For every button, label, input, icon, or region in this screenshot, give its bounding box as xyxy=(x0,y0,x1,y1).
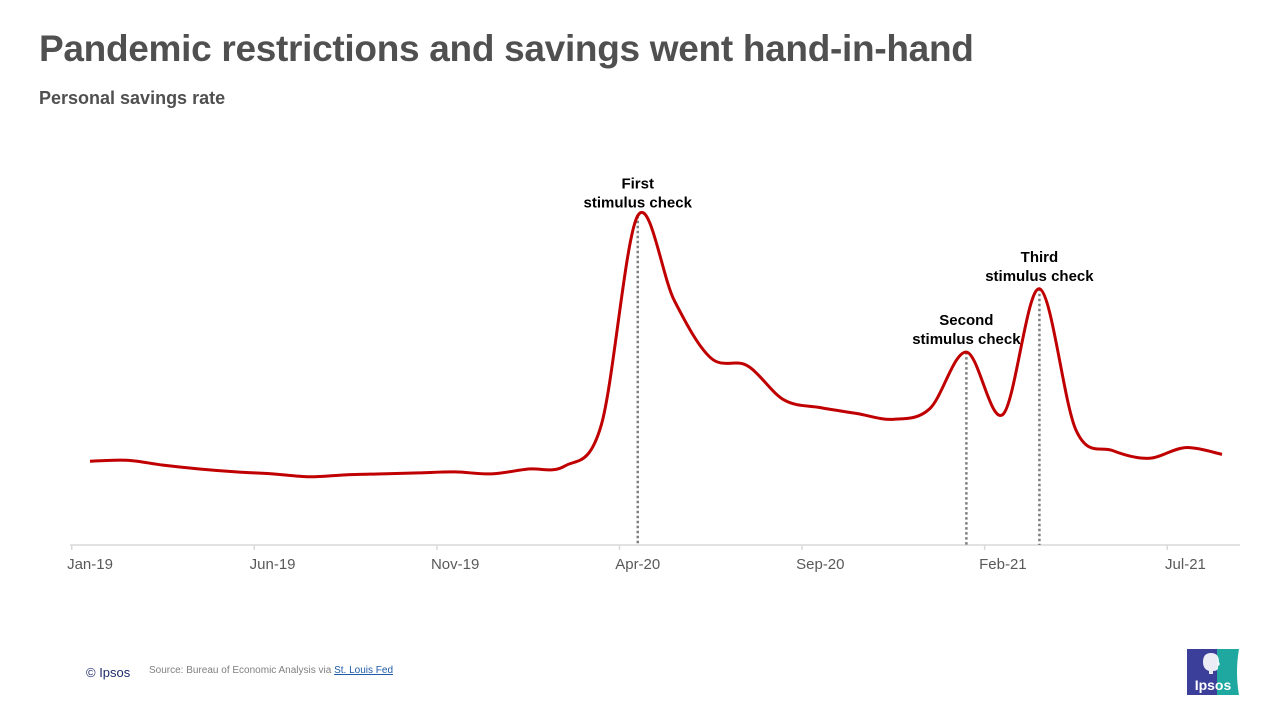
annotation-label: Second xyxy=(939,312,993,329)
data-point-jun-20 xyxy=(709,356,713,360)
x-tick-label: Jan-19 xyxy=(67,556,113,573)
page-title: Pandemic restrictions and savings went h… xyxy=(39,28,974,69)
data-point-oct-20 xyxy=(855,411,859,415)
savings-rate-series-line xyxy=(89,211,1223,479)
data-point-nov-19 xyxy=(453,470,457,474)
data-point-feb-21 xyxy=(1001,412,1005,416)
st-louis-fed-link[interactable]: St. Louis Fed xyxy=(334,665,394,676)
x-tick-label: Sep-20 xyxy=(796,556,844,573)
data-point-dec-20 xyxy=(928,407,932,411)
data-point-jun-19 xyxy=(271,472,275,476)
data-point-mar-19 xyxy=(161,463,165,467)
annotation-label: Third xyxy=(1021,249,1059,266)
data-point-jul-19 xyxy=(307,475,311,479)
svg-text:Ipsos: Ipsos xyxy=(1195,677,1232,693)
data-point-oct-19 xyxy=(417,471,421,475)
data-point-jan-21 xyxy=(964,350,968,354)
data-point-aug-19 xyxy=(344,473,348,477)
annotation-label: stimulus check xyxy=(985,268,1094,285)
data-point-feb-20 xyxy=(563,464,567,468)
data-point-apr-19 xyxy=(198,467,202,471)
annotation-label: stimulus check xyxy=(912,331,1021,348)
data-point-may-20 xyxy=(672,298,676,302)
x-tick-label: Feb-21 xyxy=(979,556,1027,573)
data-point-may-21 xyxy=(1110,448,1114,452)
x-tick-label: Nov-19 xyxy=(431,556,479,573)
data-point-dec-19 xyxy=(490,472,494,476)
data-point-apr-20 xyxy=(636,214,640,218)
data-point-jul-21 xyxy=(1183,446,1187,450)
annotation-label: First xyxy=(621,176,654,193)
source-note: Source: Bureau of Economic Analysis via … xyxy=(149,665,393,676)
source-text: Source: Bureau of Economic Analysis via xyxy=(149,665,335,676)
data-point-aug-21 xyxy=(1220,452,1224,456)
chart-subtitle: Personal savings rate xyxy=(39,88,226,108)
data-point-sep-20 xyxy=(818,406,822,410)
data-point-jan-19 xyxy=(88,459,92,463)
x-tick-label: Jul-21 xyxy=(1165,556,1206,573)
data-point-jun-21 xyxy=(1147,456,1151,460)
data-point-aug-20 xyxy=(782,398,786,402)
savings-rate-line-chart: Jan-19 Jun-19 Nov-19 Apr-20 Sep-20 Feb-21 Jul-… xyxy=(67,176,1240,573)
data-point-apr-21 xyxy=(1074,428,1078,432)
data-point-may-19 xyxy=(234,470,238,474)
ipsos-logo: Ipsos xyxy=(1187,649,1239,695)
data-point-jan-20 xyxy=(526,467,530,471)
data-point-feb-19 xyxy=(125,458,129,462)
data-point-mar-21 xyxy=(1037,287,1041,291)
x-tick-label: Jun-19 xyxy=(250,556,296,573)
data-point-nov-20 xyxy=(891,417,895,421)
data-point-sep-19 xyxy=(380,472,384,476)
x-tick-label: Apr-20 xyxy=(615,556,660,573)
data-point-jul-20 xyxy=(745,364,749,368)
data-point-mar-20 xyxy=(599,423,603,427)
copyright-text: © Ipsos xyxy=(86,665,131,680)
annotation-label: stimulus check xyxy=(584,195,693,212)
